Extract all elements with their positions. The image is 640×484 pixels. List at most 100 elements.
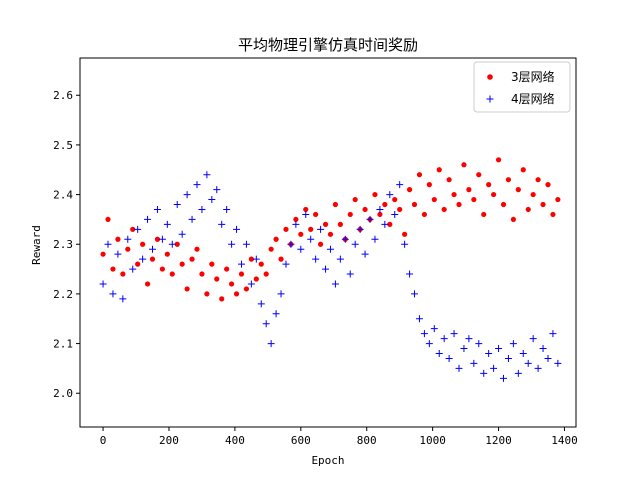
data-point <box>382 201 388 208</box>
x-tick-label: 800 <box>357 434 377 447</box>
data-point <box>109 290 117 298</box>
data-point <box>554 359 562 367</box>
y-tick-label: 2.6 <box>53 89 73 102</box>
data-point <box>525 206 531 213</box>
data-point <box>391 210 399 218</box>
data-point <box>515 187 521 193</box>
x-tick-label: 600 <box>291 434 311 447</box>
data-point <box>119 295 127 303</box>
data-point <box>387 221 393 227</box>
data-point <box>337 221 343 227</box>
data-point <box>386 191 394 199</box>
data-point <box>312 255 320 263</box>
data-point <box>332 201 339 208</box>
data-point <box>124 235 132 243</box>
data-point <box>372 191 378 198</box>
data-point <box>104 240 112 248</box>
data-point <box>435 349 443 357</box>
data-point <box>415 315 423 323</box>
data-point <box>490 364 498 372</box>
data-point <box>268 246 274 252</box>
data-point <box>499 374 507 382</box>
data-point <box>534 364 542 372</box>
data-point <box>421 211 427 218</box>
data-point <box>451 191 457 198</box>
legend-box <box>473 61 571 113</box>
data-point <box>219 296 225 302</box>
data-point <box>361 250 369 258</box>
data-point <box>188 215 196 223</box>
data-point <box>486 182 492 188</box>
data-point <box>456 201 462 208</box>
data-point <box>416 172 423 178</box>
data-point <box>243 286 250 292</box>
data-point <box>377 211 383 218</box>
y-tick-label: 2.5 <box>53 139 73 152</box>
data-point <box>510 216 516 223</box>
x-tick-label: 1400 <box>551 434 578 447</box>
data-point <box>535 177 541 183</box>
data-point <box>520 167 526 173</box>
data-point <box>223 205 231 213</box>
data-point <box>505 177 512 183</box>
data-point <box>406 270 414 278</box>
data-point <box>204 291 210 297</box>
data-point <box>445 354 453 362</box>
data-point <box>392 196 398 203</box>
legend-label: 3层网络 <box>511 69 555 84</box>
data-point <box>411 201 418 208</box>
data-point <box>115 236 121 242</box>
data-point <box>509 340 517 348</box>
data-point <box>173 201 181 209</box>
data-point <box>446 177 452 183</box>
x-tick-label: 400 <box>225 434 245 447</box>
data-point <box>476 172 482 178</box>
data-point <box>183 191 191 199</box>
data-point <box>331 280 339 288</box>
data-point <box>461 162 467 168</box>
chart-title: 平均物理引擎仿真时间奖励 <box>238 36 418 54</box>
data-point <box>258 261 264 267</box>
data-point <box>475 340 483 348</box>
data-point <box>262 320 270 328</box>
data-point <box>313 211 319 218</box>
data-point <box>248 256 254 262</box>
data-point <box>189 256 195 262</box>
data-point <box>263 271 269 277</box>
x-tick-label: 200 <box>159 434 179 447</box>
x-tick-label: 1000 <box>419 434 446 447</box>
data-point <box>347 211 353 218</box>
y-tick-label: 2.3 <box>53 238 73 251</box>
data-point <box>179 261 185 267</box>
data-point <box>144 215 152 223</box>
data-point <box>455 364 463 372</box>
data-point <box>544 354 552 362</box>
data-point <box>209 261 215 267</box>
data-point <box>366 215 374 223</box>
x-tick-label: 1200 <box>485 434 512 447</box>
data-point <box>431 196 437 203</box>
data-point <box>317 225 325 233</box>
data-point <box>139 255 147 263</box>
data-point <box>411 290 419 298</box>
data-point <box>203 171 211 179</box>
data-point <box>351 240 359 248</box>
data-point <box>555 196 561 203</box>
data-point <box>208 196 216 204</box>
data-point <box>168 240 176 248</box>
data-point <box>430 325 438 333</box>
data-point <box>99 280 107 288</box>
data-point <box>149 245 157 253</box>
legend-marker-plus <box>486 95 494 103</box>
data-point <box>163 220 171 228</box>
data-point <box>198 205 206 213</box>
data-point <box>233 225 241 233</box>
data-point <box>153 205 161 213</box>
data-point <box>303 206 309 213</box>
data-point <box>282 260 290 268</box>
data-point <box>252 255 260 263</box>
data-point <box>402 231 408 237</box>
legend-marker-dot <box>487 74 493 80</box>
y-tick-label: 2.1 <box>53 338 73 351</box>
